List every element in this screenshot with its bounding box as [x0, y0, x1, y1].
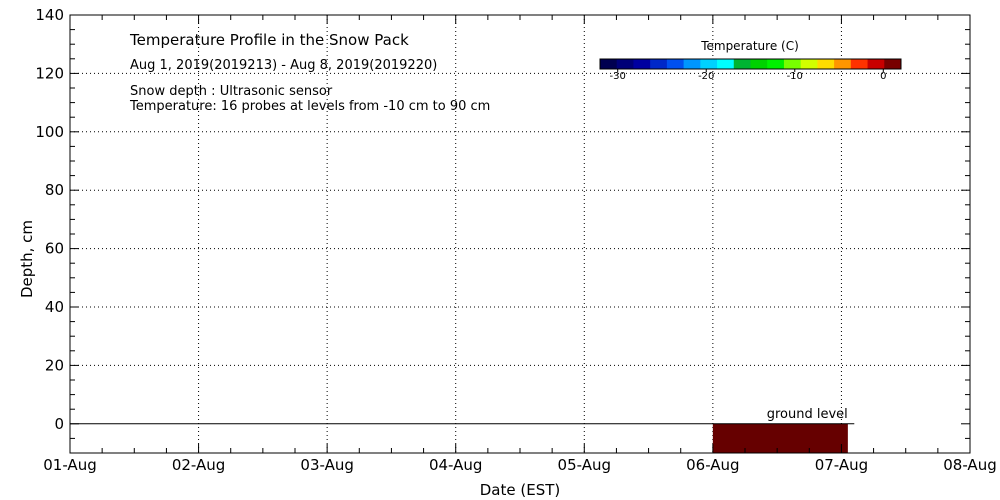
note-snow-depth: Snow depth : Ultrasonic sensor — [130, 84, 333, 99]
colorbar-swatch — [867, 59, 885, 69]
plot-frame — [69, 14, 971, 454]
y-tick-label: 20 — [45, 356, 64, 374]
y-axis-title: Depth, cm — [18, 220, 36, 298]
colorbar-swatch — [633, 59, 651, 69]
colorbar-swatch — [616, 59, 634, 69]
y-tick-label: 60 — [45, 240, 64, 258]
x-tick-label: 05-Aug — [558, 456, 611, 474]
colorbar-tick-label: -20 — [698, 71, 714, 82]
temperature-cells — [712, 423, 848, 453]
colorbar-swatch — [884, 59, 902, 69]
note-temperature-probes: Temperature: 16 probes at levels from -1… — [129, 99, 490, 114]
colorbar-tick-label: -30 — [610, 71, 626, 82]
colorbar-swatch — [600, 59, 618, 69]
colorbar-label: Temperature (C) — [700, 39, 799, 53]
colorbar-swatch — [783, 59, 802, 69]
y-tick-label: 80 — [45, 181, 64, 199]
colorbar-swatch — [850, 59, 869, 69]
colorbar-swatch — [750, 59, 768, 69]
y-tick-label: 140 — [35, 6, 64, 24]
colorbar-swatch — [817, 59, 835, 69]
colorbar-swatch — [666, 59, 685, 69]
colorbar-tick-label: -10 — [787, 71, 803, 82]
y-tick-label: 120 — [35, 64, 64, 82]
x-tick-label: 03-Aug — [300, 456, 353, 474]
colorbar-tick-label: 0 — [880, 71, 886, 82]
colorbar-outline — [599, 58, 902, 70]
x-tick-label: 04-Aug — [429, 456, 482, 474]
chart-title: Temperature Profile in the Snow Pack — [129, 31, 409, 49]
colorbar-swatch — [800, 59, 818, 69]
x-tick-labels: 01-Aug 02-Aug 03-Aug 04-Aug 05-Aug 06-Aug 07-A… — [43, 456, 996, 474]
grid-lines — [70, 14, 970, 453]
colorbar-swatch — [650, 59, 668, 69]
colorbar-swatch — [733, 59, 751, 69]
colorbar-ticks: -30 -20 -10 0 — [610, 69, 886, 82]
x-tick-label: 08-Aug — [943, 456, 996, 474]
ground-level-group: ground level — [70, 407, 855, 425]
colorbar-swatch — [717, 59, 735, 69]
colorbar-swatch — [767, 59, 785, 69]
x-tick-label: 07-Aug — [815, 456, 868, 474]
y-tick-label: 100 — [35, 123, 64, 141]
x-tick-label: 06-Aug — [686, 456, 739, 474]
colorbar-swatch — [834, 59, 852, 69]
ground-level-label: ground level — [767, 407, 848, 422]
temperature-cell — [712, 423, 848, 453]
x-axis-title: Date (EST) — [480, 481, 561, 499]
colorbar-swatch — [683, 59, 701, 69]
axis-ticks — [69, 14, 971, 454]
chart-subtitle: Aug 1, 2019(2019213) - Aug 8, 2019(20192… — [130, 58, 437, 73]
colorbar-swatches — [599, 58, 902, 70]
y-tick-label: 0 — [54, 415, 64, 433]
x-tick-label: 01-Aug — [43, 456, 96, 474]
y-tick-label: 40 — [45, 298, 64, 316]
y-tick-labels: 0 20 40 60 80 100 120 140 — [35, 6, 64, 433]
colorbar: Temperature (C) -30 -20 -10 0 — [599, 39, 902, 82]
colorbar-swatch — [700, 59, 718, 69]
x-tick-label: 02-Aug — [172, 456, 225, 474]
